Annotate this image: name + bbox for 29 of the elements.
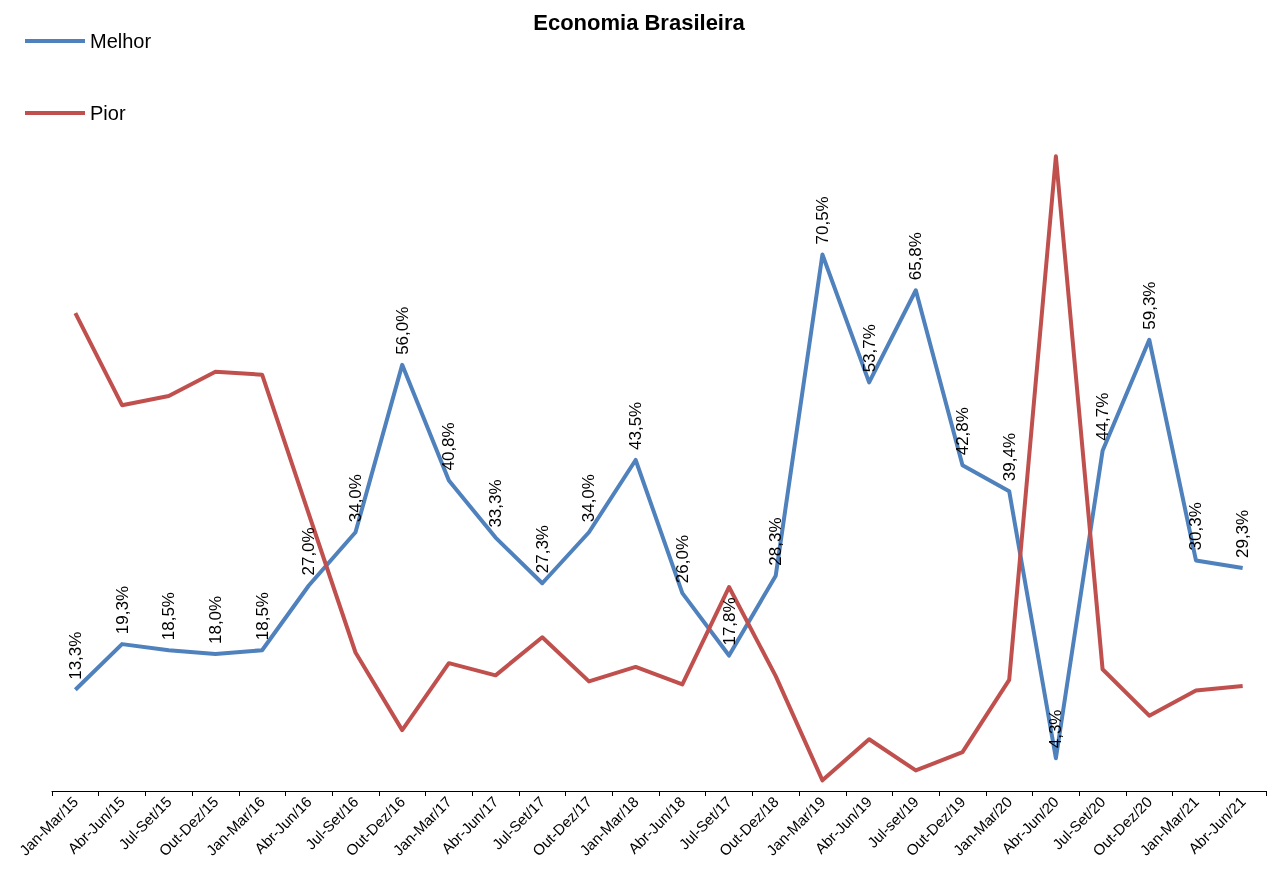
data-label: 13,3% [65,631,85,680]
data-label: 27,3% [532,525,552,574]
data-label: 56,0% [392,306,412,355]
data-label: 18,0% [205,595,225,645]
data-label: 30,3% [1186,502,1206,551]
data-label: 19,3% [112,585,132,635]
data-label: 70,5% [812,196,832,245]
data-label: 26,0% [672,534,692,584]
data-label: 28,3% [766,517,786,566]
chart-title: Economia Brasileira [533,9,746,35]
data-label: 18,5% [252,592,272,641]
data-label: 59,3% [1139,281,1159,330]
data-label: 44,7% [1093,392,1113,441]
data-label: 65,8% [906,232,926,281]
legend-label: Melhor [90,30,152,52]
data-label: 43,5% [626,401,646,450]
data-label: 4,3% [1046,709,1066,749]
data-label: 17,8% [719,597,739,646]
data-label: 53,7% [859,324,879,373]
data-label: 27,0% [299,527,319,576]
data-label: 42,8% [953,407,972,456]
data-label: 34,0% [346,474,365,523]
data-label: 29,3% [1233,509,1253,559]
legend-label: Pior [90,102,126,124]
data-label: 18,5% [159,592,179,641]
data-label: 39,4% [999,432,1019,482]
data-label: 34,0% [579,474,599,523]
data-label: 33,3% [486,479,506,528]
data-label: 40,8% [439,422,459,471]
